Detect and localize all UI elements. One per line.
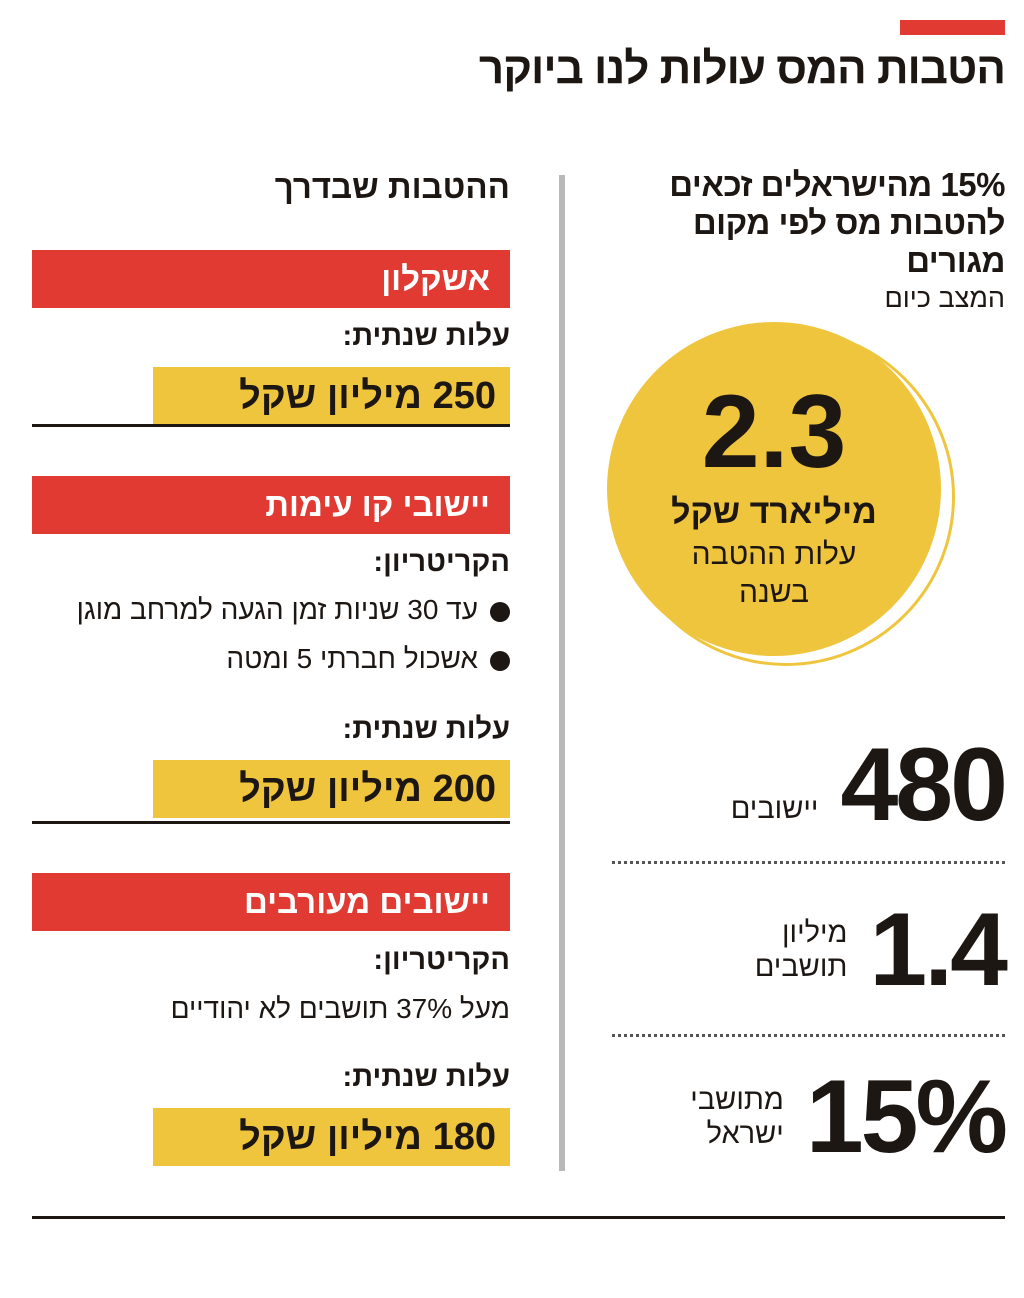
criteria-label: הקריטריון: [373, 546, 510, 578]
bottom-rule [32, 1216, 1005, 1219]
headline-line-2: להטבות מס לפי מקום מגורים [692, 204, 1006, 279]
group-underline [32, 821, 510, 824]
stat-label-line-2: תושבים [754, 951, 848, 983]
circle-unit: מיליארד שקל [671, 493, 877, 531]
column-divider [559, 175, 565, 1171]
dotted-separator [612, 861, 1005, 864]
cost-label: עלות שנתית: [342, 1061, 510, 1093]
stat-labels: מיליון תושבים [755, 916, 848, 984]
cost-circle: 2.3 מיליארד שקל עלות ההטבה בשנה [607, 322, 941, 656]
bullet-icon [490, 601, 510, 622]
cost-value: 180 מיליון שקל [153, 1108, 510, 1166]
stat-value: 1.4 [869, 892, 1008, 1008]
group-underline [32, 424, 510, 427]
stat-localities: 480 יישובים [605, 727, 1008, 843]
cost-value: 200 מיליון שקל [153, 760, 510, 818]
current-subheading: המצב כיום [884, 283, 1005, 313]
stat-labels: מתושבי ישראל [690, 1083, 784, 1151]
stat-value: 480 [840, 727, 1008, 843]
dotted-separator [612, 1034, 1005, 1037]
headline-line-1: 15% מהישראלים זכאים [669, 166, 1005, 203]
current-headline: 15% מהישראלים זכאים להטבות מס לפי מקום מ… [605, 166, 1005, 280]
group-header-border-localities: יישובי קו עימות [32, 476, 510, 534]
stat-value: 15% [805, 1059, 1008, 1175]
page-title: הטבות המס עולות לנו ביוקר [478, 44, 1006, 93]
stat-residents: 1.4 מיליון תושבים [605, 892, 1008, 1008]
criteria-label: הקריטריון: [373, 944, 510, 976]
group-header-ashkelon: אשקלון [32, 250, 510, 308]
stat-label-line-1: מתושבי [690, 1084, 784, 1116]
upcoming-heading: ההטבות שבדרך [274, 168, 510, 205]
criteria-item: עד 30 שניות זמן הגעה למרחב מוגן [32, 594, 510, 626]
cost-label: עלות שנתית: [342, 713, 510, 745]
title-accent-bar [900, 20, 1005, 35]
group-header-mixed-localities: יישובים מעורבים [32, 873, 510, 931]
current-header-block: 15% מהישראלים זכאים להטבות מס לפי מקום מ… [605, 166, 1005, 314]
bullet-icon [490, 650, 510, 671]
stat-label-line-1: מיליון [782, 917, 848, 949]
stat-percent: 15% מתושבי ישראל [605, 1059, 1008, 1175]
stat-label-line-2: ישראל [706, 1118, 784, 1150]
circle-value: 2.3 [701, 374, 847, 490]
criteria-item: מעל 37% תושבים לא יהודיים [170, 993, 510, 1024]
cost-value: 250 מיליון שקל [153, 367, 510, 425]
criteria-item: אשכול חברתי 5 ומטה [32, 643, 510, 675]
stat-labels: יישובים [731, 792, 819, 840]
circle-description: עלות ההטבה בשנה [691, 538, 857, 609]
stat-label: יישובים [730, 793, 819, 825]
cost-label: עלות שנתית: [342, 320, 510, 352]
